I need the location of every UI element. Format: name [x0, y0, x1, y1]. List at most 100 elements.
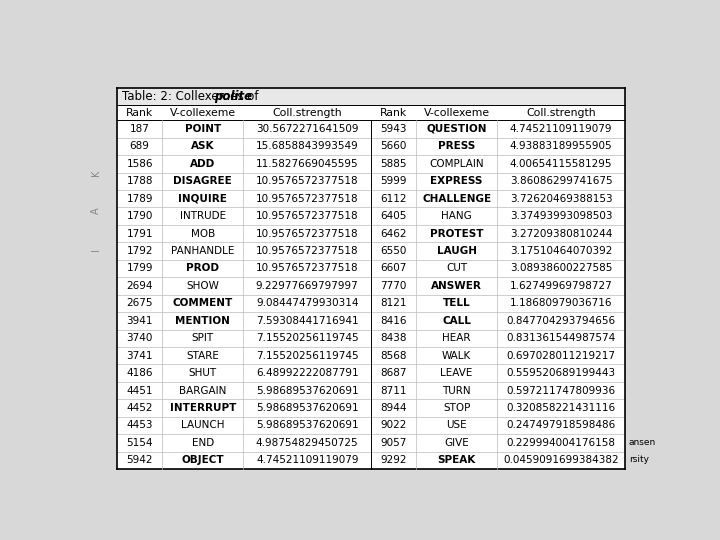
Text: LAUGH: LAUGH: [436, 246, 477, 256]
Text: 7.15520256119745: 7.15520256119745: [256, 350, 359, 361]
Text: HEAR: HEAR: [442, 333, 471, 343]
Text: 187: 187: [130, 124, 150, 134]
Text: 0.0459091699384382: 0.0459091699384382: [503, 455, 618, 465]
Text: ADD: ADD: [190, 159, 215, 169]
Text: 4186: 4186: [126, 368, 153, 378]
Text: SHUT: SHUT: [189, 368, 217, 378]
Text: 10.9576572377518: 10.9576572377518: [256, 264, 359, 273]
Text: CHALLENGE: CHALLENGE: [422, 194, 491, 204]
Text: 3740: 3740: [127, 333, 153, 343]
Text: 8121: 8121: [380, 299, 407, 308]
Text: 3741: 3741: [126, 350, 153, 361]
Text: 4.74521109119079: 4.74521109119079: [256, 455, 359, 465]
Text: SHOW: SHOW: [186, 281, 219, 291]
Text: ANSWER: ANSWER: [431, 281, 482, 291]
Text: COMPLAIN: COMPLAIN: [429, 159, 484, 169]
Text: 9057: 9057: [380, 438, 407, 448]
Text: STOP: STOP: [443, 403, 470, 413]
Text: 6.48992222087791: 6.48992222087791: [256, 368, 359, 378]
Text: 1.62749969798727: 1.62749969798727: [510, 281, 613, 291]
Text: 3.27209380810244: 3.27209380810244: [510, 228, 612, 239]
Text: 1586: 1586: [126, 159, 153, 169]
Text: 5885: 5885: [380, 159, 407, 169]
Text: PRESS: PRESS: [438, 141, 475, 151]
Text: 0.597211747809936: 0.597211747809936: [506, 386, 616, 396]
Text: 10.9576572377518: 10.9576572377518: [256, 194, 359, 204]
Text: 7.15520256119745: 7.15520256119745: [256, 333, 359, 343]
Text: V-collexeme: V-collexeme: [423, 107, 490, 118]
Text: 10.9576572377518: 10.9576572377518: [256, 246, 359, 256]
Text: END: END: [192, 438, 214, 448]
Text: 2694: 2694: [126, 281, 153, 291]
Text: 1791: 1791: [126, 228, 153, 239]
Text: 10.9576572377518: 10.9576572377518: [256, 228, 359, 239]
Text: Rank: Rank: [379, 107, 407, 118]
Text: STARE: STARE: [186, 350, 219, 361]
Text: 3.37493993098503: 3.37493993098503: [510, 211, 612, 221]
Text: HANG: HANG: [441, 211, 472, 221]
Text: 4453: 4453: [126, 421, 153, 430]
Text: SPEAK: SPEAK: [438, 455, 476, 465]
Text: 9.08447479930314: 9.08447479930314: [256, 299, 359, 308]
Text: INTRUDE: INTRUDE: [180, 211, 226, 221]
Text: 8944: 8944: [380, 403, 407, 413]
Text: 0.229994004176158: 0.229994004176158: [506, 438, 616, 448]
Text: BARGAIN: BARGAIN: [179, 386, 227, 396]
Text: 0.559520689199443: 0.559520689199443: [506, 368, 616, 378]
Text: ASK: ASK: [191, 141, 215, 151]
Text: 0.697028011219217: 0.697028011219217: [506, 350, 616, 361]
Text: 5.98689537620691: 5.98689537620691: [256, 386, 359, 396]
Text: WALK: WALK: [442, 350, 471, 361]
Text: 0.320858221431116: 0.320858221431116: [506, 403, 616, 413]
Text: 5.98689537620691: 5.98689537620691: [256, 403, 359, 413]
Text: POINT: POINT: [184, 124, 221, 134]
Text: 3.72620469388153: 3.72620469388153: [510, 194, 612, 204]
Text: 9022: 9022: [380, 421, 407, 430]
Text: 3.08938600227585: 3.08938600227585: [510, 264, 612, 273]
Text: 1799: 1799: [126, 264, 153, 273]
Text: 6550: 6550: [380, 246, 407, 256]
Text: MOB: MOB: [191, 228, 215, 239]
Text: 2675: 2675: [126, 299, 153, 308]
Text: PROD: PROD: [186, 264, 220, 273]
Text: 5942: 5942: [126, 455, 153, 465]
Text: K: K: [91, 170, 102, 176]
Text: INQUIRE: INQUIRE: [179, 194, 228, 204]
Text: 8687: 8687: [380, 368, 407, 378]
Text: INTERRUPT: INTERRUPT: [170, 403, 236, 413]
Text: EXPRESS: EXPRESS: [431, 176, 483, 186]
Text: SPIT: SPIT: [192, 333, 214, 343]
Text: 5999: 5999: [380, 176, 407, 186]
Text: 3.17510464070392: 3.17510464070392: [510, 246, 612, 256]
Text: 6607: 6607: [380, 264, 407, 273]
Text: Rank: Rank: [126, 107, 153, 118]
Text: 9292: 9292: [380, 455, 407, 465]
Text: USE: USE: [446, 421, 467, 430]
Text: 8438: 8438: [380, 333, 407, 343]
Text: A: A: [91, 208, 102, 214]
Text: 30.5672271641509: 30.5672271641509: [256, 124, 359, 134]
Text: 8568: 8568: [380, 350, 407, 361]
Text: 0.847704293794656: 0.847704293794656: [506, 316, 616, 326]
Text: 689: 689: [130, 141, 150, 151]
Text: PROTEST: PROTEST: [430, 228, 483, 239]
Text: OBJECT: OBJECT: [181, 455, 224, 465]
Text: 5154: 5154: [126, 438, 153, 448]
Text: 1789: 1789: [126, 194, 153, 204]
Text: 8711: 8711: [380, 386, 407, 396]
Text: 5660: 5660: [380, 141, 407, 151]
Text: QUESTION: QUESTION: [426, 124, 487, 134]
Text: 0.831361544987574: 0.831361544987574: [506, 333, 616, 343]
Text: GIVE: GIVE: [444, 438, 469, 448]
Text: rsity: rsity: [629, 455, 649, 463]
Text: COMMENT: COMMENT: [173, 299, 233, 308]
Text: polite: polite: [214, 90, 252, 103]
Text: 6405: 6405: [380, 211, 407, 221]
Text: 1.18680979036716: 1.18680979036716: [510, 299, 612, 308]
Text: Coll.strength: Coll.strength: [272, 107, 342, 118]
Text: 4.98754829450725: 4.98754829450725: [256, 438, 359, 448]
Text: Table: 2: Collexemes of: Table: 2: Collexemes of: [122, 90, 262, 103]
Text: MENTION: MENTION: [176, 316, 230, 326]
Text: 11.5827669045595: 11.5827669045595: [256, 159, 359, 169]
Text: PANHANDLE: PANHANDLE: [171, 246, 235, 256]
